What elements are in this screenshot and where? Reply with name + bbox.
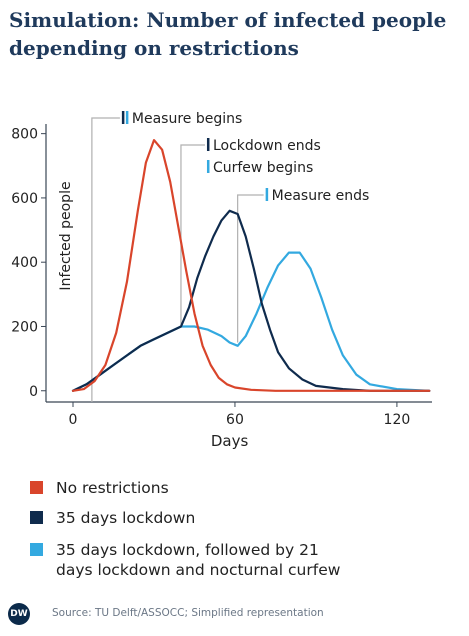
annotation-marker-dark [206, 138, 210, 151]
annotation-line-lockdown-ends [180, 144, 205, 325]
y-tick-label: 0 [29, 384, 38, 400]
annotation-line-measure-ends [237, 194, 264, 343]
annotation-marker-light [125, 111, 129, 124]
dw-logo: DW [8, 603, 30, 625]
y-tick-label: 600 [11, 191, 38, 207]
annotation-label-lockdown-ends: Lockdown ends [213, 138, 321, 154]
line-chart: 0 200 400 600 800 0 60 120 Days Infected people Me… [11, 111, 432, 450]
annotation-marker-dark [121, 111, 125, 124]
annotation-marker-light [206, 160, 210, 173]
y-axis-label: Infected people [58, 181, 74, 290]
legend-swatch-no-restrictions [30, 481, 43, 494]
legend-label: 35 days lockdown, followed by 21 days lo… [56, 541, 341, 579]
legend-swatch-lockdown-curfew [30, 543, 43, 556]
annotation-line-measure-begins [91, 117, 120, 402]
annotation-label-measure-ends: Measure ends [272, 188, 370, 204]
x-tick-label: 0 [69, 412, 78, 428]
legend-item-no-restrictions: No restrictions [30, 478, 450, 498]
y-tick-label: 400 [11, 255, 38, 271]
legend-item-lockdown: 35 days lockdown [30, 508, 450, 528]
chart-title: Simulation: Number of infected people de… [9, 8, 447, 60]
x-tick-label: 60 [226, 412, 244, 428]
y-tick-label: 800 [11, 127, 38, 143]
legend-label: No restrictions [56, 479, 169, 497]
legend-label: 35 days lockdown [56, 509, 196, 527]
series-line-no-restrictions [71, 139, 431, 392]
annotation-label-measure-begins: Measure begins [132, 111, 242, 127]
x-axis-label: Days [211, 432, 249, 450]
annotation-marker-light [265, 188, 269, 201]
legend-swatch-lockdown [30, 511, 43, 524]
annotation-label-curfew-begins: Curfew begins [213, 160, 313, 176]
series-line-lockdown-curfew [71, 251, 431, 392]
footer: DW Source: TU Delft/ASSOCC; Simplified r… [8, 603, 458, 625]
series-line-lockdown [71, 209, 431, 392]
y-tick-label: 200 [11, 319, 38, 335]
x-tick-label: 120 [384, 412, 411, 428]
source-note: Source: TU Delft/ASSOCC; Simplified repr… [52, 607, 324, 619]
legend-item-lockdown-curfew: 35 days lockdown, followed by 21 days lo… [30, 540, 450, 580]
